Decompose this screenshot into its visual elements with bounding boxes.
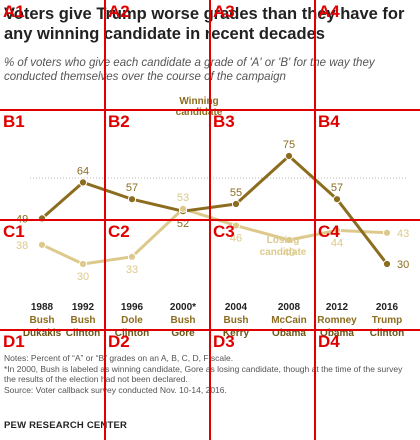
- label-losing-2016: 43: [397, 228, 409, 240]
- point-winning-2004: [231, 199, 241, 209]
- label-losing-2008: 40: [283, 247, 295, 259]
- x-loser-1988: Dukakis: [23, 328, 62, 339]
- point-winning-1988: [37, 214, 47, 223]
- x-loser-2000*: Gore: [171, 328, 195, 339]
- label-losing-1988: 38: [16, 240, 28, 252]
- label-winning-2016: 30: [397, 259, 409, 271]
- series-label-winning: Winning: [179, 96, 218, 107]
- point-winning-1996: [127, 195, 137, 204]
- chart-notes: Notes: Percent of “A” or “B” grades on a…: [4, 353, 416, 395]
- label-winning-2000*: 52: [177, 218, 189, 230]
- x-tick-1992: 1992: [72, 302, 95, 313]
- x-winner-1996: Dole: [121, 315, 143, 326]
- x-tick-2008: 2008: [278, 302, 301, 313]
- point-losing-2012: [332, 226, 342, 235]
- x-winner-2000*: Bush: [171, 315, 196, 326]
- x-loser-2016: Clinton: [370, 328, 404, 339]
- x-loser-2004: Kerry: [223, 328, 250, 339]
- label-losing-2000*: 53: [177, 192, 189, 204]
- point-winning-1992: [78, 178, 88, 187]
- point-losing-2000*: [178, 204, 188, 213]
- point-losing-2004: [231, 221, 241, 230]
- point-winning-2016: [382, 259, 392, 269]
- x-loser-2012: Obama: [320, 328, 354, 339]
- point-losing-2016: [382, 228, 392, 237]
- note-source: Source: Voter callback survey conducted …: [4, 384, 227, 395]
- x-loser-2008: Obama: [272, 328, 306, 339]
- x-winner-2004: Bush: [224, 315, 249, 326]
- point-winning-2008: [284, 151, 294, 161]
- label-winning-1988: 49: [16, 213, 28, 225]
- x-winner-2008: McCain: [271, 315, 307, 326]
- label-losing-1992: 30: [77, 271, 89, 283]
- label-winning-2004: 55: [230, 187, 242, 199]
- label-losing-1996: 33: [126, 264, 138, 276]
- label-losing-2004: 46: [230, 233, 242, 245]
- x-winner-2016: Trump: [372, 315, 403, 326]
- series-label-losing: Losing: [267, 235, 300, 246]
- series-label-winning-2: candidate: [176, 107, 223, 118]
- x-tick-2004: 2004: [225, 302, 248, 313]
- series-line-losing: [41, 207, 388, 266]
- chart-subtitle: % of voters who give each candidate a gr…: [4, 57, 375, 83]
- x-loser-1996: Clinton: [115, 328, 149, 339]
- x-tick-1996: 1996: [121, 302, 144, 313]
- x-loser-1992: Clinton: [66, 328, 100, 339]
- point-winning-2012: [332, 195, 342, 204]
- label-winning-2008: 75: [283, 139, 295, 151]
- point-losing-1992: [78, 259, 88, 269]
- series-label-losing-2: candidate: [260, 247, 307, 258]
- chart-title: Voters give Trump worse grades than they…: [4, 5, 405, 43]
- x-winner-2012: Romney: [317, 315, 357, 326]
- point-losing-1996: [127, 252, 137, 261]
- label-winning-2012: 57: [331, 182, 343, 194]
- x-tick-1988: 1988: [31, 302, 54, 313]
- x-tick-2016: 2016: [376, 302, 399, 313]
- label-losing-2012: 44: [331, 237, 343, 249]
- line-chart: 49645752557557303830335346404443Winningc…: [16, 96, 409, 339]
- x-winner-1992: Bush: [71, 315, 96, 326]
- note-2000: *In 2000, Bush is labeled as winning can…: [4, 363, 403, 385]
- note-scale: Notes: Percent of “A” or “B” grades on a…: [4, 353, 234, 363]
- source-credit: PEW RESEARCH CENTER: [4, 420, 128, 431]
- label-winning-1992: 64: [77, 165, 89, 177]
- point-losing-2008: [284, 235, 294, 245]
- x-tick-2000*: 2000*: [170, 302, 196, 313]
- x-tick-2012: 2012: [326, 302, 349, 313]
- label-winning-1996: 57: [126, 182, 138, 194]
- x-winner-1988: Bush: [30, 315, 55, 326]
- point-losing-1988: [37, 240, 47, 249]
